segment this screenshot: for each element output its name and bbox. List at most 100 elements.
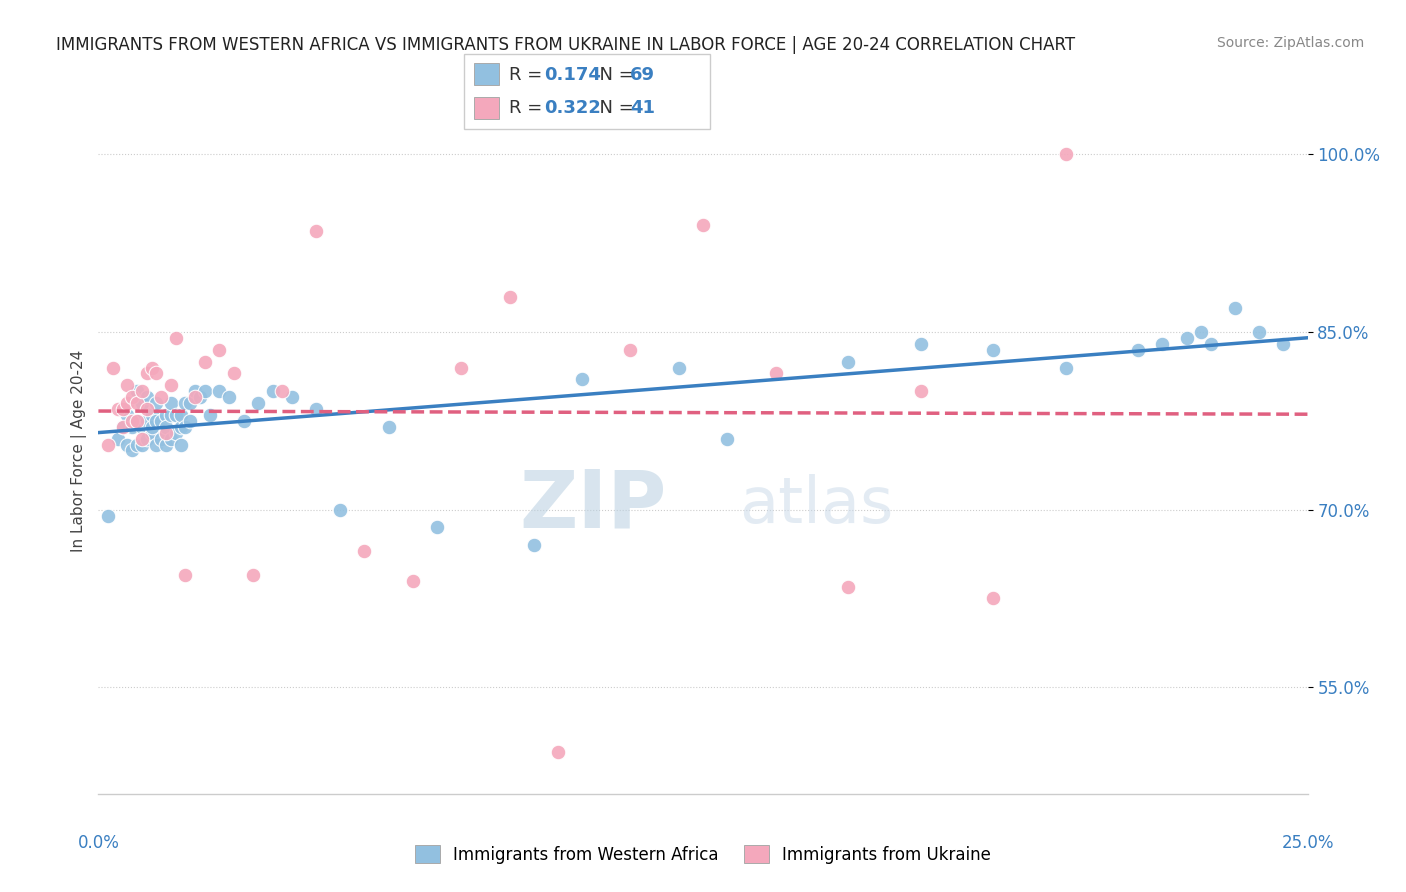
Point [194,384,217,399]
Point [377,419,399,434]
Point [619,343,641,357]
Text: IMMIGRANTS FROM WESTERN AFRICA VS IMMIGRANTS FROM UKRAINE IN LABOR FORCE | AGE 2: IMMIGRANTS FROM WESTERN AFRICA VS IMMIGR… [56,36,1076,54]
Point [184,384,207,399]
Point [160,378,183,392]
Point [155,425,177,440]
Point [837,580,859,594]
Point [155,437,177,451]
Point [198,408,221,422]
Point [194,354,217,368]
Point [135,414,157,428]
Point [208,343,231,357]
Point [131,437,153,451]
Point [107,402,129,417]
Point [910,384,932,399]
Point [1128,343,1150,357]
Text: 0.0%: 0.0% [77,834,120,852]
Point [117,378,139,392]
Point [262,384,284,399]
Point [127,437,149,451]
Point [141,425,163,440]
Point [111,419,134,434]
Point [218,390,240,404]
Text: Source: ZipAtlas.com: Source: ZipAtlas.com [1216,36,1364,50]
Point [765,367,787,381]
Point [716,432,738,446]
Point [141,360,163,375]
Point [135,432,157,446]
Point [179,396,201,410]
Point [107,432,129,446]
Point [131,419,153,434]
Point [169,419,191,434]
Point [145,367,167,381]
Point [150,432,173,446]
Text: R =: R = [509,66,548,84]
Point [498,289,520,303]
Point [329,502,352,516]
Text: 0.322: 0.322 [544,99,600,117]
Point [523,538,546,552]
Point [1054,360,1077,375]
Point [131,384,153,399]
Point [111,402,134,417]
Point [131,432,153,446]
Point [571,372,593,386]
Point [97,508,120,523]
Point [111,419,134,434]
Point [165,408,187,422]
Point [247,396,270,410]
Point [165,425,187,440]
Point [1249,325,1271,339]
Point [121,443,143,458]
Point [281,390,304,404]
Point [910,337,932,351]
Point [141,408,163,422]
Point [121,390,143,404]
Point [121,414,143,428]
Point [222,367,245,381]
Point [837,354,859,368]
Point [208,384,231,399]
Point [101,360,124,375]
Text: 69: 69 [630,66,655,84]
Point [1054,147,1077,161]
Legend: Immigrants from Western Africa, Immigrants from Ukraine: Immigrants from Western Africa, Immigran… [408,838,998,871]
Point [271,384,294,399]
Point [160,396,183,410]
Point [305,402,328,417]
Point [121,419,143,434]
Point [305,224,328,238]
Point [150,390,173,404]
Text: R =: R = [509,99,548,117]
Point [1223,301,1246,316]
Point [165,331,187,345]
Point [450,360,472,375]
Point [160,408,183,422]
Point [145,396,167,410]
Text: ZIP: ZIP [519,467,666,544]
Point [981,591,1004,606]
Point [188,390,211,404]
Point [174,396,197,410]
Point [117,408,139,422]
Point [127,414,149,428]
Text: 41: 41 [630,99,655,117]
Point [692,219,714,233]
Point [426,520,449,534]
Point [141,419,163,434]
Point [1152,337,1174,351]
Point [97,437,120,451]
Point [242,567,264,582]
Text: N =: N = [588,99,640,117]
Text: 25.0%: 25.0% [1281,834,1334,852]
Point [174,419,197,434]
Text: atlas: atlas [740,475,894,536]
Text: 0.174: 0.174 [544,66,600,84]
Text: N =: N = [588,66,640,84]
Point [353,544,375,558]
Point [127,396,149,410]
Point [127,414,149,428]
Point [131,396,153,410]
Point [547,746,569,760]
